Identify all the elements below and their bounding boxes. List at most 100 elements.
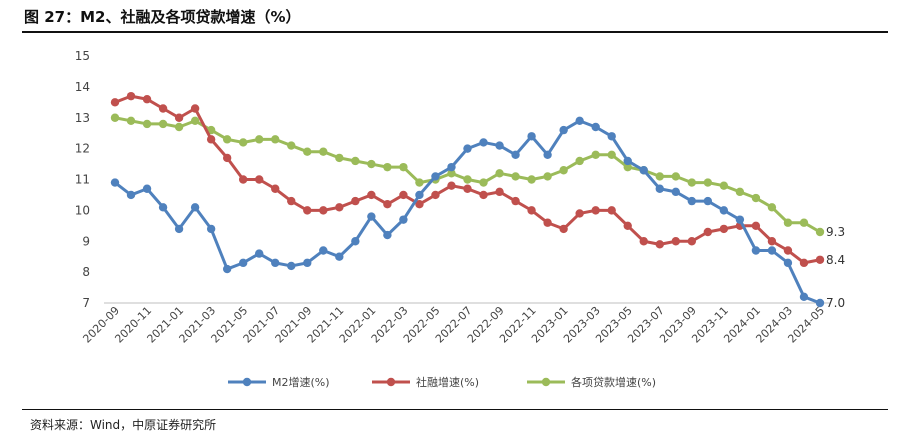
- data-point: [767, 246, 777, 255]
- data-point: [351, 237, 360, 246]
- data-point: [222, 135, 232, 144]
- data-point: [799, 292, 809, 302]
- data-point: [623, 162, 632, 172]
- data-point: [335, 153, 344, 163]
- data-point: [623, 221, 632, 231]
- data-point: [719, 206, 729, 215]
- source-rule: [22, 409, 888, 410]
- data-point: [255, 135, 264, 144]
- y-tick-label: 14: [75, 80, 90, 94]
- data-point: [271, 135, 280, 144]
- data-point: [559, 125, 568, 135]
- data-point: [447, 181, 456, 190]
- legend-marker-icon: [541, 377, 551, 387]
- data-point: [671, 237, 680, 246]
- data-point: [495, 187, 504, 197]
- data-point: [126, 116, 136, 126]
- data-point: [655, 172, 664, 181]
- data-point: [623, 156, 632, 166]
- data-point: [671, 187, 680, 197]
- data-point: [719, 181, 729, 190]
- data-point: [463, 175, 472, 184]
- legend-marker-icon: [242, 377, 252, 387]
- data-point: [719, 224, 729, 234]
- data-point: [255, 175, 264, 184]
- data-point: [511, 172, 520, 181]
- data-point: [575, 156, 584, 166]
- data-point: [126, 190, 136, 200]
- data-point: [174, 113, 184, 122]
- data-point: [479, 178, 488, 187]
- data-point: [142, 95, 152, 104]
- data-point: [158, 203, 168, 212]
- data-point: [190, 116, 200, 126]
- data-point: [655, 184, 664, 193]
- data-point: [527, 206, 536, 215]
- data-point: [815, 255, 825, 264]
- legend-item: 各项贷款增速(%): [527, 375, 656, 389]
- data-point: [703, 196, 713, 206]
- data-point: [158, 104, 168, 113]
- series-3: [110, 113, 825, 237]
- data-point: [222, 153, 232, 163]
- data-point: [431, 172, 440, 181]
- data-point: [174, 224, 184, 234]
- data-point: [255, 249, 264, 258]
- data-point: [495, 141, 504, 150]
- data-point: [815, 227, 825, 237]
- data-point: [799, 218, 809, 227]
- y-axis: 7 8 9 10 11 12 13 14 15: [75, 49, 90, 310]
- data-point: [687, 237, 697, 246]
- data-point: [367, 190, 376, 200]
- chart-legend: M2增速(%) 社融增速(%) 各项贷款增速(%): [228, 375, 656, 389]
- y-tick-label: 10: [75, 203, 90, 217]
- data-point: [815, 298, 825, 308]
- data-point: [495, 169, 504, 178]
- data-point: [447, 162, 456, 172]
- data-point: [591, 122, 600, 132]
- data-point: [158, 119, 168, 129]
- data-point: [783, 246, 793, 255]
- data-point: [703, 178, 713, 187]
- data-point: [671, 172, 680, 181]
- data-point: [142, 119, 152, 129]
- data-point: [415, 190, 424, 200]
- data-point: [751, 193, 761, 203]
- source-note: 资料来源：Wind，中原证券研究所: [30, 418, 217, 432]
- data-point: [591, 206, 600, 215]
- data-point: [383, 200, 392, 209]
- data-point: [527, 132, 536, 141]
- data-point: [415, 200, 424, 209]
- data-point: [463, 144, 472, 153]
- data-point: [639, 237, 648, 246]
- data-point: [351, 156, 360, 166]
- y-tick-label: 12: [75, 142, 90, 156]
- data-point: [303, 206, 312, 215]
- data-point: [110, 178, 120, 187]
- data-point: [575, 209, 584, 218]
- data-point: [367, 212, 376, 221]
- legend-label: 各项贷款增速(%): [571, 375, 656, 389]
- data-point: [287, 196, 296, 206]
- data-point: [799, 258, 809, 268]
- data-point: [206, 135, 216, 144]
- series-1: [110, 116, 825, 308]
- y-tick-label: 11: [75, 173, 90, 187]
- data-point: [110, 98, 120, 107]
- data-point: [527, 175, 536, 184]
- data-point: [399, 190, 408, 200]
- data-point: [655, 240, 664, 249]
- data-point: [142, 184, 152, 193]
- end-value-label: 9.3: [826, 225, 845, 239]
- legend-label: M2增速(%): [272, 375, 330, 389]
- title-rule: [22, 31, 888, 33]
- data-point: [351, 196, 360, 206]
- data-point: [383, 162, 392, 172]
- legend-item: 社融增速(%): [372, 375, 479, 389]
- legend-marker-icon: [386, 377, 396, 387]
- data-point: [783, 218, 793, 227]
- x-axis: 2020-092020-112021-012021-032021-052021-…: [80, 302, 830, 346]
- data-point: [511, 196, 520, 206]
- figure-title: 图 27：M2、社融及各项贷款增速（%）: [24, 8, 301, 26]
- data-point: [687, 196, 697, 206]
